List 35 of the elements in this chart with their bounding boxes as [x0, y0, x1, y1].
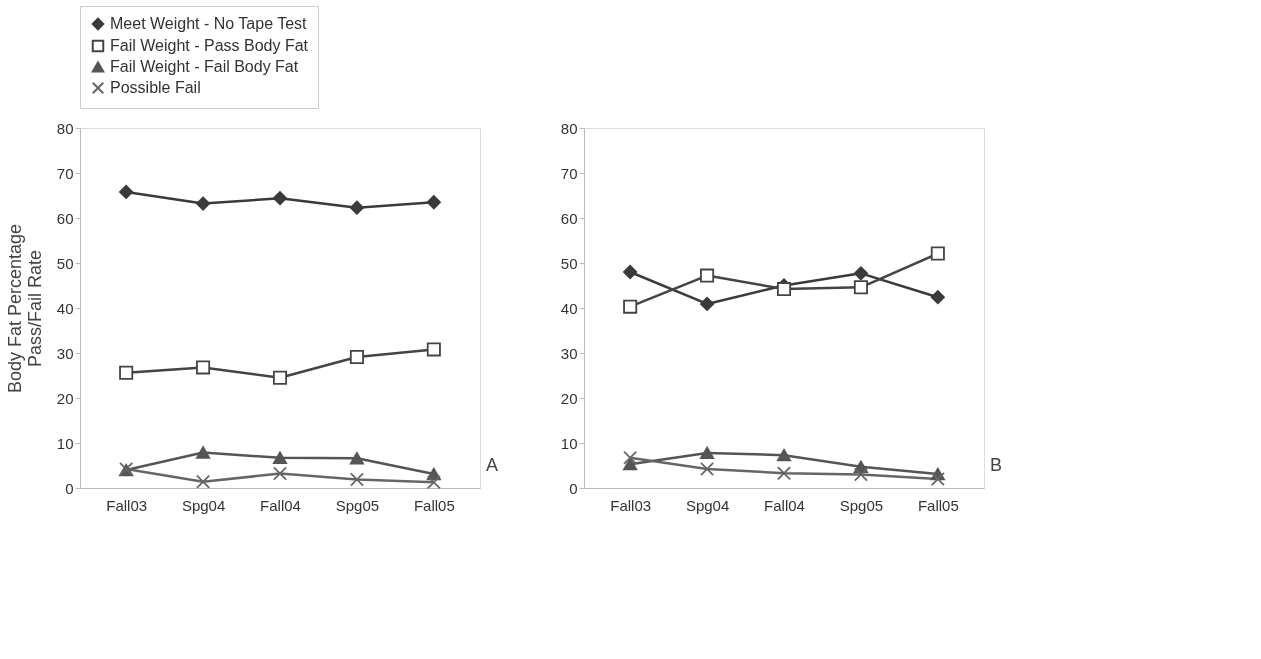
x-tick-label: Fall04	[764, 496, 805, 514]
y-axis-title: Body Fat Percentage Pass/Fail Rate	[4, 223, 45, 394]
legend-label: Meet Weight - No Tape Test	[110, 15, 308, 32]
y-tick-label: 50	[56, 254, 74, 272]
x-tick-label: Fall05	[917, 496, 959, 514]
y-tick-label: 10	[560, 434, 578, 452]
y-tick-label: 60	[56, 209, 74, 227]
x-tick-label: Fall03	[610, 496, 652, 514]
x-tick-label: Spg05	[839, 496, 884, 514]
y-tick-label: 30	[56, 344, 74, 362]
x-tick-label: Fall05	[413, 496, 455, 514]
y-tick-label: 80	[560, 119, 578, 137]
legend-label: Fail Weight - Fail Body Fat	[110, 58, 299, 75]
x-tick-label: Spg05	[335, 496, 380, 514]
y-tick-label: 20	[560, 389, 578, 407]
text: B	[990, 455, 1003, 475]
y-tick-label: 40	[56, 299, 74, 317]
y-tick-label: 80	[56, 119, 74, 137]
y-tick-label: 70	[56, 164, 74, 182]
y-tick-label: 0	[65, 479, 74, 497]
y-tick-label: 60	[560, 209, 578, 227]
legend-label: Fail Weight - Pass Body Fat	[110, 37, 309, 54]
y-tick-label: 0	[569, 479, 578, 497]
y-tick-label: 20	[56, 389, 74, 407]
x-tick-label: Fall03	[106, 496, 148, 514]
y-tick-label: 70	[560, 164, 578, 182]
y-tick-label: 50	[560, 254, 578, 272]
x-tick-label: Spg04	[685, 496, 730, 514]
y-tick-label: 30	[560, 344, 578, 362]
text: A	[486, 455, 499, 475]
y-tick-label: 10	[56, 434, 74, 452]
x-tick-label: Spg04	[181, 496, 226, 514]
legend-label: Possible Fail	[110, 79, 201, 96]
x-tick-label: Fall04	[260, 496, 301, 514]
y-tick-label: 40	[560, 299, 578, 317]
